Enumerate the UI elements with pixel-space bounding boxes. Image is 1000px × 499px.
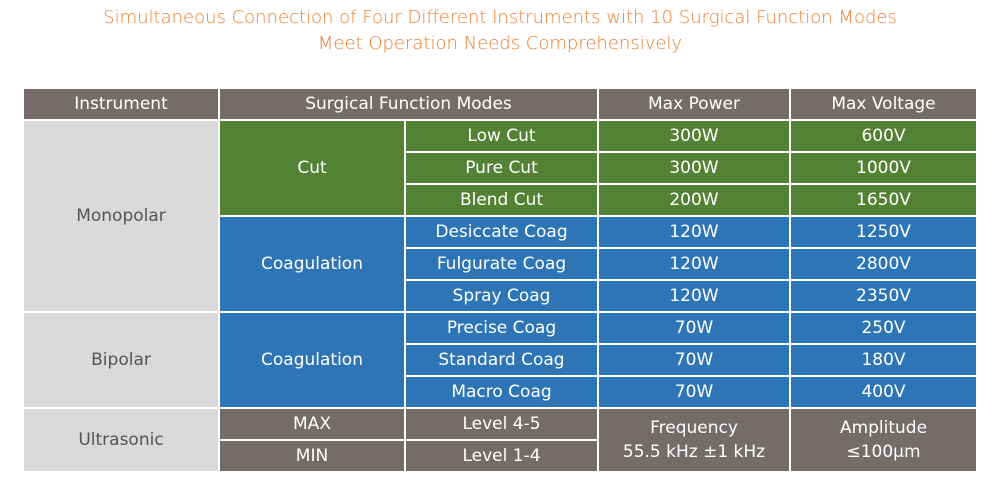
group-coagulation: Coagulation — [218, 215, 406, 313]
voltage-cell: 600V — [789, 119, 978, 153]
header-voltage: Max Voltage — [789, 87, 978, 121]
frequency-label: Frequency — [650, 418, 738, 438]
mode-cell: Fulgurate Coag — [404, 247, 599, 281]
voltage-cell: 1650V — [789, 183, 978, 217]
mode-cell: Blend Cut — [404, 183, 599, 217]
frequency-value: 55.5 kHz ±1 kHz — [622, 442, 766, 462]
instrument-modes-table: Instrument Surgical Function Modes Max P… — [22, 87, 978, 473]
voltage-cell: 1250V — [789, 215, 978, 249]
group-coagulation: Coagulation — [218, 311, 406, 409]
mode-cell: Standard Coag — [404, 343, 599, 377]
power-cell: 70W — [597, 311, 791, 345]
header-modes: Surgical Function Modes — [218, 87, 599, 121]
level-cell: Level 4-5 — [404, 407, 599, 441]
title-line-1: Simultaneous Connection of Four Differen… — [103, 7, 897, 28]
mode-cell: Macro Coag — [404, 375, 599, 409]
power-cell: 70W — [597, 375, 791, 409]
power-cell: 120W — [597, 247, 791, 281]
table-row: Pure Cut 300W 1000V — [23, 151, 978, 185]
table-row: Spray Coag 120W 2350V — [23, 279, 978, 313]
table-row: Fulgurate Coag 120W 2800V — [23, 247, 978, 281]
voltage-cell: 1000V — [789, 151, 978, 185]
mode-cell: Pure Cut — [404, 151, 599, 185]
power-cell: 120W — [597, 215, 791, 249]
power-cell: 70W — [597, 343, 791, 377]
frequency-cell: Frequency 55.5 kHz ±1 kHz — [597, 407, 791, 473]
header-instrument: Instrument — [22, 87, 220, 121]
instrument-bipolar: Bipolar — [22, 311, 220, 409]
table-row: Monopolar Cut Low Cut 300W 600V — [22, 119, 978, 313]
title-line-2: Meet Operation Needs Comprehensively — [317, 33, 683, 54]
amplitude-value: ≤100μm — [846, 442, 921, 462]
table-row: Standard Coag 70W 180V — [23, 343, 978, 377]
mode-cell: Precise Coag — [404, 311, 599, 345]
power-cell: 300W — [597, 119, 791, 153]
setting-cell: MIN — [218, 439, 406, 473]
table-row: MIN Level 1-4 — [23, 439, 977, 473]
amplitude-cell: Amplitude ≤100μm — [789, 407, 978, 473]
table-row: Blend Cut 200W 1650V — [23, 183, 978, 217]
header-power: Max Power — [597, 87, 791, 121]
voltage-cell: 180V — [789, 343, 978, 377]
page-title: Simultaneous Connection of Four Differen… — [0, 5, 1000, 57]
group-cut: Cut — [218, 119, 406, 217]
mode-cell: Spray Coag — [404, 279, 599, 313]
table-row: Bipolar Coagulation Precise Coag 70W 250… — [22, 311, 978, 409]
setting-cell: MAX — [218, 407, 406, 441]
voltage-cell: 2800V — [789, 247, 978, 281]
voltage-cell: 2350V — [789, 279, 978, 313]
table-row: Ultrasonic MAX Level 4-5 Frequency 55.5 … — [22, 407, 978, 473]
voltage-cell: 250V — [789, 311, 978, 345]
instrument-ultrasonic: Ultrasonic — [22, 407, 220, 473]
power-cell: 200W — [597, 183, 791, 217]
mode-cell: Desiccate Coag — [404, 215, 599, 249]
voltage-cell: 400V — [789, 375, 978, 409]
power-cell: 120W — [597, 279, 791, 313]
mode-cell: Low Cut — [404, 119, 599, 153]
level-cell: Level 1-4 — [404, 439, 599, 473]
amplitude-label: Amplitude — [839, 418, 928, 438]
table-row: Coagulation Desiccate Coag 120W 1250V — [23, 215, 978, 313]
instrument-monopolar: Monopolar — [22, 119, 220, 313]
table-row: Macro Coag 70W 400V — [23, 375, 978, 409]
header-row: Instrument Surgical Function Modes Max P… — [22, 87, 978, 121]
power-cell: 300W — [597, 151, 791, 185]
